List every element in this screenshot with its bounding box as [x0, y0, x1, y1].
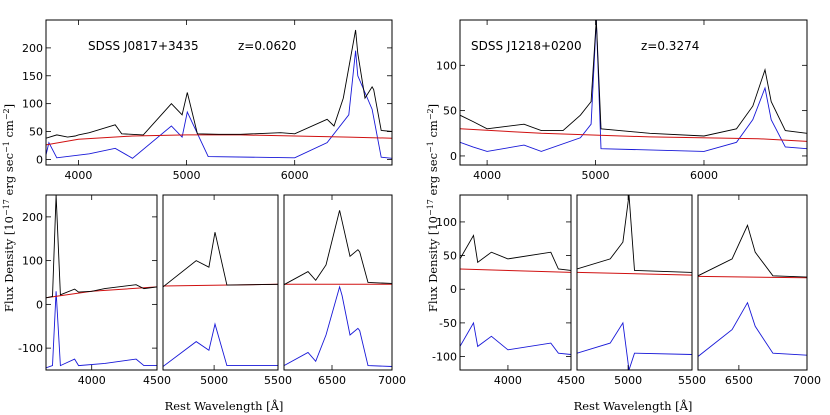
series-host_model-L_b1 [46, 286, 157, 299]
yticklabel-R_b1-0: 0 [450, 283, 457, 296]
frame-L_b1 [45, 194, 158, 371]
series-residual-L_b2 [163, 322, 278, 367]
yticklabel-L_top-0: 0 [36, 153, 43, 166]
yticklabel-R_top-50: 50 [443, 105, 457, 118]
yticklabel-L_top-150: 150 [22, 70, 43, 83]
yticklabel-L_top-200: 200 [22, 42, 43, 55]
xticklabel-R_b1-4000: 4000 [494, 374, 522, 387]
series-host_model-R_b1 [460, 268, 571, 273]
xticklabel-R_b1-4500: 4500 [557, 374, 585, 387]
xticklabel-L_b3-6500: 6500 [318, 374, 346, 387]
xticklabel-R_top-5000: 5000 [582, 169, 610, 182]
series-residual-R_b1 [460, 321, 571, 355]
left-redshift: z=0.0620 [238, 39, 296, 53]
series-residual-L_b1 [46, 291, 157, 369]
series-observed-R_top [460, 20, 807, 137]
frame-L_b2 [162, 194, 279, 371]
yticklabel-R_top-0: 0 [450, 150, 457, 163]
series-observed-R_b2 [577, 195, 692, 273]
xticklabel-R_top-4000: 4000 [473, 169, 501, 182]
series-observed-L_b3 [284, 210, 392, 286]
xticklabel-L_b2-5000: 5000 [200, 374, 228, 387]
xticklabel-R_b2-5000: 5000 [614, 374, 642, 387]
yticklabel-R_b1--50: -50 [439, 317, 457, 330]
xticklabel-L_b1-4500: 4500 [143, 374, 171, 387]
series-residual-R_b2 [577, 321, 692, 370]
xticklabel-L_b2-5500: 5500 [264, 374, 292, 387]
xticklabel-R_b3-6500: 6500 [725, 374, 753, 387]
series-residual-R_b3 [698, 301, 807, 357]
yticklabel-R_b1-100: 100 [436, 216, 457, 229]
right-object-name: SDSS J1218+0200 [471, 39, 582, 53]
yticklabel-R_top-100: 100 [436, 59, 457, 72]
xticklabel-L_top-5000: 5000 [173, 169, 201, 182]
frame-L_top [45, 19, 393, 166]
left-ylabel: Flux Density [10−17 erg sec−1 cm−2] [2, 104, 16, 312]
frame-R_top [459, 19, 808, 166]
xticklabel-L_top-6000: 6000 [281, 169, 309, 182]
panel-R_top: 4000 5000 6000 0 50 100 [436, 19, 808, 182]
right-ylabel: Flux Density [10−17 erg sec−1 cm−2] [426, 104, 440, 312]
frame-R_b3 [697, 194, 808, 371]
series-host_model-R_b3 [698, 275, 807, 279]
frame-R_b1 [459, 194, 572, 371]
right-redshift: z=0.3274 [641, 39, 699, 53]
left-xlabel: Rest Wavelength [Å] [165, 399, 284, 413]
series-residual-L_b3 [284, 285, 392, 367]
series-host_model-L_top [46, 134, 392, 146]
xticklabel-L_b3-7000: 7000 [378, 374, 406, 387]
xticklabel-L_b1-4000: 4000 [78, 374, 106, 387]
left-object-name: SDSS J0817+3435 [88, 39, 199, 53]
series-observed-L_b2 [163, 232, 278, 288]
xticklabel-R_b2-5500: 5500 [678, 374, 706, 387]
yticklabel-L_b1-200: 200 [22, 211, 43, 224]
yticklabel-L_top-50: 50 [29, 126, 43, 139]
frame-L_b3 [283, 194, 393, 371]
panel-L_b1: 4000 4500 -100 0 100 200 [18, 194, 171, 387]
frame-R_b2 [576, 194, 693, 371]
series-residual-L_top [46, 50, 392, 159]
panel-L_b2: 5000 5500 [162, 194, 292, 387]
panel-R_b2: 5000 5500 [576, 194, 706, 387]
series-observed-R_b3 [698, 224, 807, 278]
panel-L_b3: 6500 7000 [283, 194, 406, 387]
series-host_model-R_top [460, 128, 807, 142]
series-host_model-R_b2 [577, 271, 692, 276]
panel-R_b1: 4000 4500 -100 -50 0 50 100 [432, 194, 585, 387]
xticklabel-L_top-4000: 4000 [64, 169, 92, 182]
panel-R_b3: 6500 7000 [697, 194, 821, 387]
right-xlabel: Rest Wavelength [Å] [574, 399, 693, 413]
series-observed-L_top [46, 29, 392, 139]
yticklabel-R_b1-50: 50 [443, 250, 457, 263]
xticklabel-R_b3-7000: 7000 [793, 374, 821, 387]
series-observed-R_b1 [460, 234, 571, 271]
yticklabel-R_b1--100: -100 [432, 351, 457, 364]
yticklabel-L_top-100: 100 [22, 98, 43, 111]
yticklabel-L_b1--100: -100 [18, 342, 43, 355]
xticklabel-R_top-6000: 6000 [690, 169, 718, 182]
yticklabel-L_b1-100: 100 [22, 255, 43, 268]
panel-L_top: 4000 5000 6000 0 50 100 150 200 [22, 19, 393, 182]
series-observed-L_b1 [46, 195, 157, 299]
yticklabel-L_b1-0: 0 [36, 298, 43, 311]
